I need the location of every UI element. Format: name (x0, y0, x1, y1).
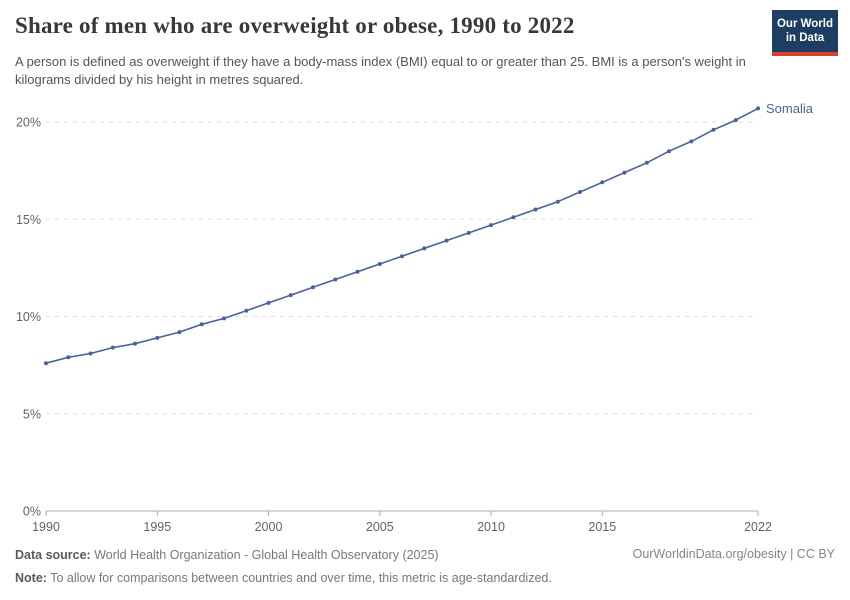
data-point (578, 190, 582, 194)
data-point (711, 127, 716, 132)
x-tick-label: 1995 (143, 520, 171, 534)
owid-logo-line1: Our World (776, 18, 833, 30)
owid-logo-line2: in Data (785, 32, 825, 45)
data-point (600, 180, 605, 185)
data-point (311, 285, 315, 290)
chart-subtitle: A person is defined as overweight if the… (15, 54, 746, 88)
data-point (244, 308, 249, 313)
y-tick-label: 0% (23, 505, 41, 519)
data-point (422, 246, 427, 251)
entity-label-somalia: Somalia (766, 101, 814, 116)
data-point (377, 262, 382, 266)
data-point (533, 207, 538, 212)
x-tick-label: 2000 (255, 520, 283, 534)
y-tick-label: 5% (23, 407, 41, 421)
data-point (667, 149, 671, 154)
data-point (466, 230, 471, 235)
x-tick-label: 1990 (32, 520, 60, 534)
data-point (155, 335, 160, 340)
datasource-text: World Health Organization - Global Healt… (90, 548, 439, 562)
data-point (333, 277, 338, 282)
data-point (44, 361, 48, 366)
chart-footer: Data source: World Health Organization -… (15, 547, 835, 593)
data-point (266, 300, 271, 305)
y-tick-label: 20% (16, 116, 41, 130)
credit-link[interactable]: OurWorldinData.org/obesity | CC BY (632, 547, 835, 561)
x-tick-label: 2005 (366, 520, 394, 534)
note-label: Note: (15, 570, 47, 585)
data-point (133, 341, 137, 346)
data-point (88, 351, 93, 356)
data-point (733, 118, 738, 123)
data-point (355, 269, 360, 274)
note-text: To allow for comparisons between countri… (46, 570, 552, 585)
datasource-line: Data source: World Health Organization -… (15, 547, 835, 564)
data-point (644, 160, 649, 165)
data-point (400, 254, 404, 259)
data-point (555, 199, 560, 204)
x-tick-label: 2022 (744, 520, 772, 534)
data-point (756, 106, 760, 111)
data-point (66, 355, 71, 360)
data-point (177, 330, 182, 335)
data-point (622, 170, 627, 175)
x-tick-label: 2015 (588, 520, 616, 534)
data-point (444, 238, 449, 243)
y-tick-label: 15% (16, 213, 41, 227)
series-line-somalia (45, 107, 759, 364)
data-point (489, 223, 493, 228)
datasource-label: Data source: (15, 548, 91, 562)
owid-logo[interactable]: Our World in Data (772, 10, 838, 56)
data-point (110, 345, 115, 350)
data-point (222, 316, 226, 321)
data-point (288, 293, 293, 298)
y-tick-label: 10% (16, 310, 41, 324)
data-point (689, 139, 694, 144)
x-tick-label: 2010 (477, 520, 505, 534)
data-point (511, 215, 516, 220)
data-point (199, 322, 204, 327)
note-line: Note: To allow for comparisons between c… (15, 570, 835, 587)
chart-title: Share of men who are overweight or obese… (15, 13, 575, 38)
